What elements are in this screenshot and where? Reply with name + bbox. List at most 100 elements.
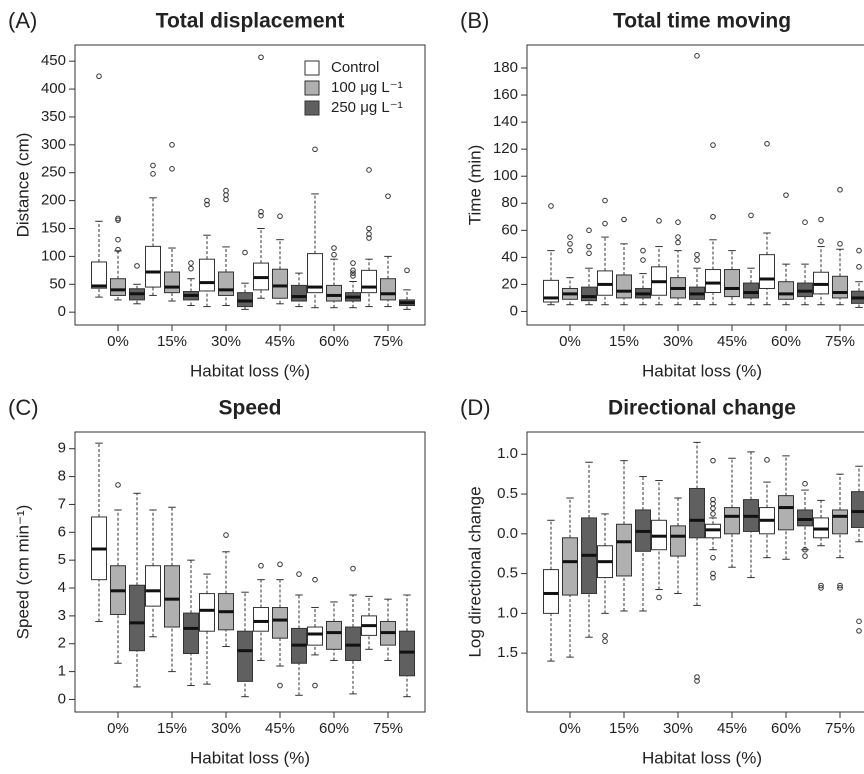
- box: [272, 607, 288, 639]
- outlier: [223, 532, 229, 538]
- y-tick-label: 80: [501, 194, 518, 211]
- outlier: [694, 251, 700, 258]
- outlier: [258, 54, 264, 61]
- box: [145, 245, 161, 288]
- outlier: [150, 171, 156, 177]
- outlier: [350, 273, 356, 279]
- x-tick-label: 30%: [211, 333, 241, 350]
- x-tick-label: 30%: [211, 720, 241, 737]
- outlier: [258, 208, 264, 215]
- box: [291, 284, 307, 302]
- chart-title: Total displacement: [156, 10, 345, 33]
- y-tick-label: 1: [58, 663, 66, 680]
- outlier: [366, 235, 372, 241]
- outlier: [115, 217, 121, 223]
- box: [832, 509, 848, 535]
- legend-label: Control: [331, 59, 379, 76]
- outlier: [602, 638, 608, 645]
- y-tick-label: 9: [58, 440, 66, 457]
- box: [253, 607, 269, 632]
- outlier: [188, 265, 194, 272]
- outlier: [548, 203, 554, 209]
- y-tick-label: 250: [41, 164, 66, 181]
- x-tick-label: 0%: [107, 333, 129, 350]
- y-tick-label: 0.5: [497, 565, 518, 582]
- outlier: [350, 260, 356, 266]
- box: [164, 565, 180, 628]
- y-axis-label: Distance (cm): [13, 133, 32, 238]
- x-tick-label: 45%: [717, 720, 747, 737]
- box: [797, 509, 813, 527]
- box: [581, 286, 597, 302]
- outlier: [350, 267, 356, 274]
- box: [237, 630, 253, 682]
- outlier: [115, 246, 121, 253]
- y-tick-label: 0: [58, 303, 66, 320]
- x-axis-label: Habitat loss (%): [190, 361, 310, 380]
- x-tick-label: 15%: [157, 333, 187, 350]
- outlier: [277, 213, 283, 220]
- y-axis-label: Time (min): [465, 145, 484, 226]
- y-tick-label: 0.0: [497, 525, 518, 542]
- x-tick-label: 75%: [825, 720, 855, 737]
- y-axis-label: Log directional change: [465, 486, 484, 657]
- outlier: [783, 192, 789, 198]
- y-tick-label: 2: [58, 635, 66, 652]
- outlier: [366, 167, 372, 173]
- outlier: [837, 585, 843, 591]
- y-tick-label: 0.5: [497, 485, 518, 502]
- box: [562, 537, 578, 596]
- x-tick-label: 30%: [663, 333, 693, 350]
- box: [670, 525, 686, 557]
- outlier: [277, 682, 283, 689]
- box: [361, 269, 377, 294]
- box: [326, 284, 342, 302]
- outlier: [656, 594, 662, 601]
- outlier: [385, 193, 391, 199]
- outlier: [710, 457, 716, 464]
- box: [778, 495, 794, 531]
- outlier: [656, 218, 662, 224]
- x-tick-label: 45%: [717, 333, 747, 350]
- outlier: [258, 212, 264, 219]
- y-tick-label: 140: [493, 113, 518, 130]
- x-tick-label: 75%: [373, 333, 403, 350]
- outlier: [96, 73, 102, 80]
- box: [145, 565, 161, 607]
- y-tick-label: 160: [493, 86, 518, 103]
- outlier: [567, 247, 573, 254]
- outlier: [404, 267, 410, 274]
- y-tick-label: 50: [49, 275, 66, 292]
- y-axis-label: Speed (cm min⁻¹): [13, 505, 32, 640]
- box: [743, 282, 759, 299]
- outlier: [694, 53, 700, 59]
- y-tick-label: 400: [41, 80, 66, 97]
- outlier: [115, 236, 121, 243]
- x-axis-label: Habitat loss (%): [642, 361, 762, 380]
- box: [689, 487, 705, 539]
- box: [183, 612, 199, 654]
- chart-title: Total time moving: [613, 10, 791, 33]
- outlier: [350, 565, 356, 572]
- y-tick-label: 0: [58, 690, 66, 707]
- outlier: [764, 457, 770, 463]
- outlier: [312, 576, 318, 583]
- outlier: [818, 216, 824, 223]
- outlier: [856, 264, 862, 270]
- outlier: [837, 186, 843, 193]
- outlier: [277, 561, 283, 568]
- x-tick-label: 75%: [373, 720, 403, 737]
- box: [380, 278, 396, 301]
- outlier: [223, 187, 229, 194]
- outlier: [586, 243, 592, 250]
- outlier: [366, 231, 372, 237]
- outlier: [710, 511, 716, 517]
- outlier: [621, 216, 627, 223]
- outlier: [694, 257, 700, 263]
- x-axis-label: Habitat loss (%): [642, 748, 762, 767]
- y-tick-label: 1.0: [497, 604, 518, 621]
- x-tick-label: 60%: [319, 720, 349, 737]
- outlier: [710, 574, 716, 581]
- x-tick-label: 0%: [107, 720, 129, 737]
- outlier: [837, 582, 843, 589]
